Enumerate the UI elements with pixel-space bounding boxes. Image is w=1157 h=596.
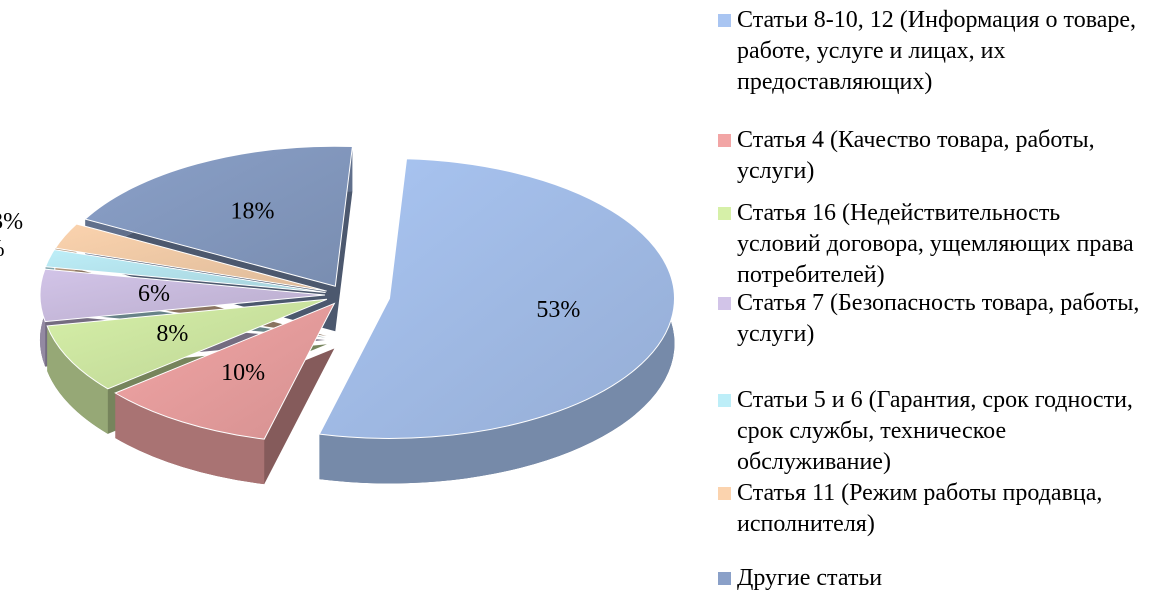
data-label: 18%	[231, 198, 275, 224]
legend-entry: Статьи 5 и 6 (Гарантия, срок годности, с…	[718, 385, 1148, 478]
legend-swatch	[718, 207, 731, 220]
legend-label: Статьи 8-10, 12 (Информация о товаре, ра…	[737, 7, 1137, 95]
data-label: 8%	[156, 321, 188, 347]
legend-label: Статья 4 (Качество товара, работы, услуг…	[737, 127, 1095, 184]
slice-edge	[47, 325, 108, 434]
slice	[318, 158, 675, 439]
slice	[39, 268, 326, 323]
legend-swatch	[718, 297, 731, 310]
slice	[84, 145, 353, 287]
legend-swatch	[718, 487, 731, 500]
legend-label: Статья 7 (Безопасность товара, работы, у…	[737, 290, 1140, 347]
pie-area: 53% 10% 8% 6% 2%3% 18%	[0, 145, 675, 485]
legend-swatch	[718, 14, 731, 27]
data-label: 3%	[0, 209, 23, 235]
legend-swatch	[718, 134, 731, 147]
slice	[114, 302, 336, 440]
legend-entry: Статья 4 (Качество товара, работы, услуг…	[718, 125, 1148, 187]
legend-swatch	[718, 394, 731, 407]
slice	[46, 298, 328, 390]
legend-entry: Статья 16 (Недействительность условий до…	[718, 198, 1148, 291]
legend-label: Статьи 5 и 6 (Гарантия, срок годности, с…	[737, 387, 1133, 475]
slice	[44, 249, 326, 294]
data-label: 6%	[138, 281, 170, 307]
legend-label: Статья 11 (Режим работы продавца, исполн…	[737, 480, 1103, 537]
slice-edge	[115, 393, 265, 485]
data-label: 2%	[0, 236, 5, 262]
legend-entry: Другие статьи	[718, 563, 1148, 594]
legend-entry: Статьи 8-10, 12 (Информация о товаре, ра…	[718, 5, 1148, 98]
legend-entry: Статья 7 (Безопасность товара, работы, у…	[718, 288, 1148, 350]
legend-label: Статья 16 (Недействительность условий до…	[737, 200, 1134, 288]
legend-entry: Статья 11 (Режим работы продавца, исполн…	[718, 478, 1148, 540]
legend-swatch	[718, 572, 731, 585]
legend-label: Другие статьи	[737, 565, 883, 591]
slice	[54, 223, 327, 292]
data-label: 53%	[536, 297, 580, 323]
data-label: 10%	[221, 360, 265, 386]
